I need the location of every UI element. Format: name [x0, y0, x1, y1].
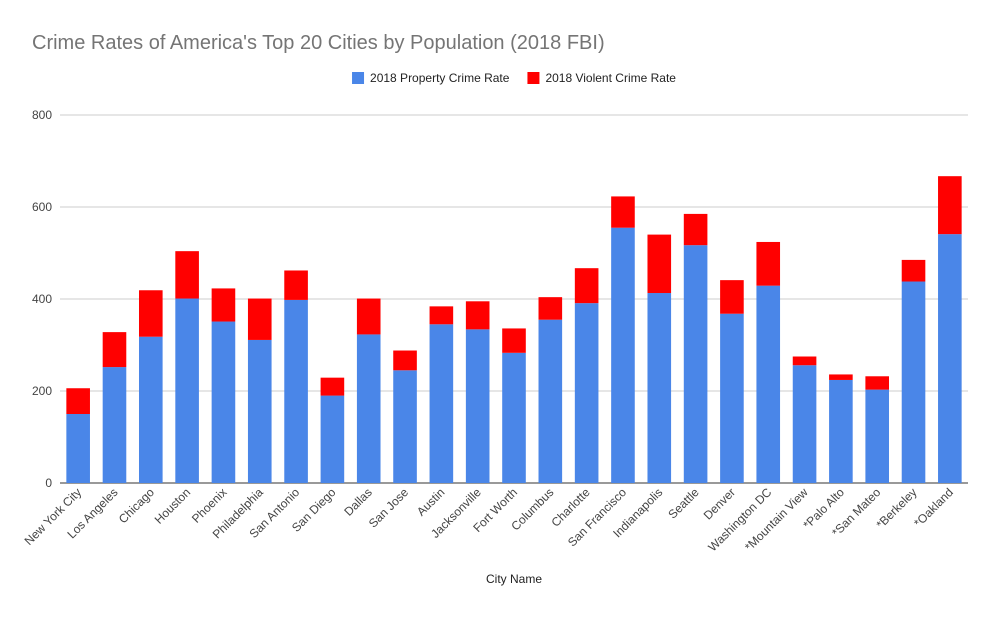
bar-property	[429, 324, 454, 483]
y-tick-label: 200	[32, 384, 52, 398]
bar-property	[175, 298, 199, 483]
bar-property	[502, 352, 526, 483]
bar-property	[792, 365, 817, 483]
chart-title: Crime Rates of America's Top 20 Cities b…	[32, 32, 605, 54]
bar-property	[211, 321, 236, 483]
legend-label: 2018 Violent Crime Rate	[545, 71, 676, 85]
bar-violent	[938, 176, 962, 235]
x-axis-label: City Name	[486, 572, 542, 586]
bar-violent	[66, 388, 90, 414]
bar-property	[138, 336, 163, 483]
bar-property	[284, 299, 308, 483]
bar-property	[465, 329, 490, 483]
bar-violent	[284, 270, 308, 300]
x-tick-label: *Mountain View	[742, 485, 811, 554]
bar-violent	[865, 376, 890, 390]
bar-property	[829, 379, 853, 483]
bar-property	[574, 303, 599, 483]
legend-swatch	[527, 72, 540, 84]
bar-property	[938, 234, 962, 483]
y-tick-label: 0	[45, 476, 52, 490]
bar-property	[611, 227, 635, 483]
x-tick-label: Seattle	[665, 485, 702, 522]
bar-violent	[320, 377, 345, 396]
bar-property	[102, 367, 127, 483]
x-tick-label: Dallas	[341, 485, 374, 518]
y-tick-label: 800	[32, 108, 52, 122]
bars	[66, 176, 962, 483]
bar-violent	[429, 306, 454, 325]
bar-violent	[138, 290, 163, 337]
bar-violent	[211, 288, 236, 322]
bar-violent	[538, 297, 563, 320]
bar-property	[756, 285, 781, 483]
y-tick-label: 400	[32, 292, 52, 306]
legend-swatch	[352, 72, 365, 84]
bar-violent	[356, 298, 381, 335]
bar-property	[901, 281, 926, 483]
legend-label: 2018 Property Crime Rate	[370, 71, 510, 85]
bar-property	[66, 414, 90, 483]
x-tick-label: Washington DC	[705, 485, 774, 554]
bar-violent	[502, 328, 526, 353]
bar-violent	[247, 298, 272, 340]
bar-property	[356, 334, 381, 483]
bar-property	[320, 395, 345, 483]
bar-violent	[393, 350, 417, 371]
x-tick-label: Houston	[152, 485, 194, 527]
bar-violent	[901, 259, 926, 282]
bar-violent	[647, 234, 672, 294]
bar-violent	[792, 356, 817, 366]
y-tick-label: 600	[32, 200, 52, 214]
bar-violent	[683, 213, 708, 246]
bar-property	[683, 245, 708, 483]
bar-violent	[720, 280, 744, 314]
x-tick-label: Chicago	[116, 485, 157, 526]
bar-property	[865, 389, 890, 483]
bar-violent	[175, 251, 199, 299]
bar-property	[393, 370, 417, 483]
x-tick-label: San Jose	[366, 485, 412, 531]
bar-property	[247, 339, 272, 483]
x-tick-label: *Oakland	[911, 485, 956, 530]
bar-violent	[102, 332, 127, 368]
bar-violent	[574, 268, 599, 304]
bar-violent	[611, 196, 635, 228]
bar-property	[538, 319, 563, 483]
x-tick-label: Austin	[414, 485, 447, 518]
bar-property	[647, 293, 672, 483]
bar-violent	[465, 301, 490, 330]
bar-violent	[756, 241, 781, 286]
bar-property	[720, 313, 744, 483]
legend: 2018 Property Crime Rate 2018 Violent Cri…	[352, 71, 676, 85]
bar-violent	[829, 374, 853, 380]
y-axis-ticks: 0 200 400 600 800	[32, 108, 52, 490]
